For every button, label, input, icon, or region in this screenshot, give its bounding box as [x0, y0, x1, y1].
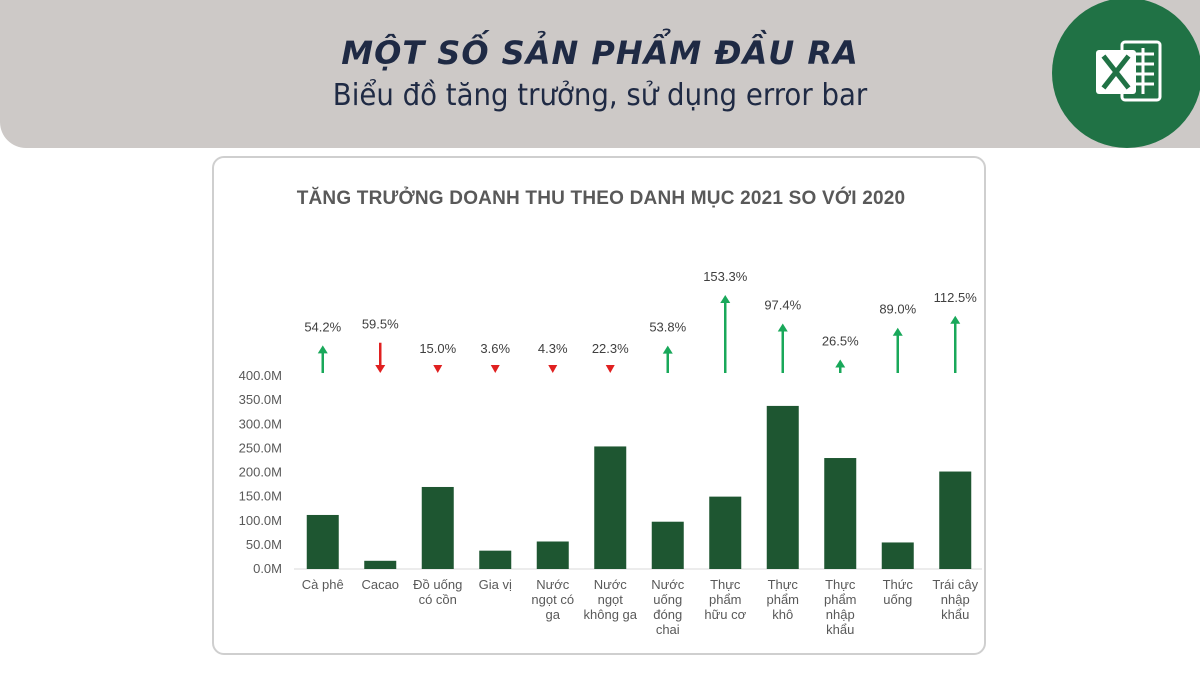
bar [651, 521, 684, 569]
x-tick-label: chai [656, 622, 680, 637]
x-tick-label: Cacao [361, 577, 399, 592]
bar [594, 446, 627, 569]
banner-subtitle: Biểu đồ tăng trưởng, sử dụng error bar [332, 78, 868, 113]
arrow-down-icon [490, 365, 500, 373]
growth-label: 89.0% [879, 302, 916, 317]
arrow-up-icon [662, 345, 673, 354]
arrow-up-icon [317, 345, 328, 354]
x-tick-label: khẩu [941, 607, 969, 622]
x-tick-label: hữu cơ [704, 607, 746, 622]
bar [824, 458, 857, 569]
x-tick-label: ngọt [598, 592, 624, 607]
x-tick-label: khô [772, 607, 793, 622]
bar [881, 542, 914, 569]
x-tick-label: uống [883, 592, 912, 607]
x-tick-label: Thức [883, 577, 914, 592]
x-tick-label: Trái cây [932, 577, 978, 592]
growth-label: 15.0% [419, 341, 456, 356]
y-tick-label: 400.0M [239, 368, 282, 383]
arrow-up-icon [835, 359, 846, 368]
x-tick-label: Thực [768, 577, 799, 592]
y-tick-label: 100.0M [239, 513, 282, 528]
chart-title: TĂNG TRƯỞNG DOANH THU THEO DANH MỤC 2021… [296, 188, 906, 209]
x-tick-label: đóng [653, 607, 682, 622]
x-tick-label: Nước [651, 577, 685, 592]
arrow-up-icon [777, 323, 788, 332]
y-tick-label: 300.0M [239, 416, 282, 431]
arrow-down-icon [605, 365, 615, 373]
x-tick-label: Thực [825, 577, 856, 592]
bar [364, 560, 397, 569]
x-tick-label: ga [546, 607, 561, 622]
x-tick-label: Đồ uống [413, 577, 462, 592]
x-tick-label: uống [653, 592, 682, 607]
arrow-down-icon [375, 365, 386, 373]
bar [536, 541, 569, 569]
growth-label: 3.6% [480, 341, 510, 356]
growth-label: 4.3% [538, 341, 568, 356]
y-tick-label: 50.0M [246, 537, 282, 552]
bar [939, 471, 972, 569]
x-tick-label: Gia vị [479, 577, 512, 592]
bar [709, 496, 742, 569]
x-tick-label: khẩu [826, 622, 854, 637]
bar [421, 486, 454, 569]
x-tick-label: ngọt có [531, 592, 574, 607]
banner-title: MỘT SỐ SẢN PHẨM ĐẦU RA [341, 34, 859, 72]
growth-label: 53.8% [649, 320, 686, 335]
x-tick-label: phẩm [709, 592, 742, 607]
arrow-up-icon [950, 315, 961, 324]
x-tick-label: có cồn [419, 592, 457, 607]
arrow-up-icon [892, 327, 903, 336]
x-tick-label: Cà phê [302, 577, 344, 592]
growth-label: 54.2% [304, 319, 341, 334]
arrow-down-icon [548, 365, 558, 373]
growth-label: 97.4% [764, 297, 801, 312]
bar [306, 514, 339, 569]
x-tick-label: nhập [826, 607, 855, 622]
y-tick-label: 350.0M [239, 392, 282, 407]
x-tick-label: Thực [710, 577, 741, 592]
growth-label: 112.5% [934, 290, 978, 305]
x-tick-label: Nước [536, 577, 570, 592]
bar [766, 405, 799, 569]
growth-bar-chart: 0.0M 50.0M 100.0M 150.0M 200.0M 250.0M 300.0M 3… [239, 269, 982, 637]
y-tick-label: 200.0M [239, 465, 282, 480]
y-tick-label: 0.0M [253, 561, 282, 576]
y-tick-label: 150.0M [239, 489, 282, 504]
excel-logo-badge [1052, 0, 1200, 148]
y-tick-label: 250.0M [239, 440, 282, 455]
header-banner: MỘT SỐ SẢN PHẨM ĐẦU RA Biểu đồ tăng trưở… [0, 0, 1200, 148]
growth-label: 22.3% [592, 341, 629, 356]
x-tick-label: phẩm [766, 592, 799, 607]
chart-card: TĂNG TRƯỞNG DOANH THU THEO DANH MỤC 2021… [212, 156, 986, 655]
growth-label: 26.5% [822, 334, 859, 349]
arrow-up-icon [720, 295, 731, 303]
x-tick-label: phẩm [824, 592, 857, 607]
x-tick-label: Nước [594, 577, 628, 592]
x-tick-label: không ga [584, 607, 638, 622]
bar [479, 550, 512, 569]
excel-icon [1096, 40, 1162, 102]
growth-label: 153.3% [703, 269, 748, 284]
x-tick-label: nhập [941, 592, 970, 607]
arrow-down-icon [433, 365, 443, 373]
growth-label: 59.5% [362, 317, 399, 332]
